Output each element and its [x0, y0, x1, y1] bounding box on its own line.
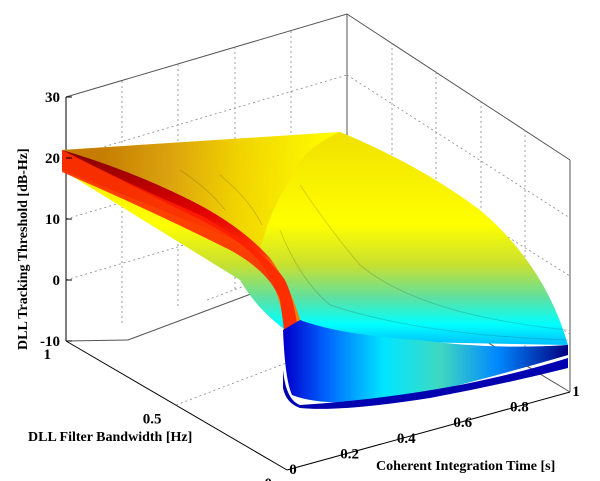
- x-tick-label: 0.6: [453, 415, 472, 431]
- y-tick-label: 0: [265, 476, 273, 481]
- z-tick-label: -10: [40, 334, 60, 350]
- y-axis-ticks: 00.51: [44, 347, 273, 481]
- y-axis-label: DLL Filter Bandwidth [Hz]: [28, 430, 192, 445]
- z-tick-label: 30: [45, 90, 60, 106]
- surface-edge-face: [62, 150, 300, 380]
- surface: [62, 132, 569, 409]
- z-tick-label: 20: [45, 151, 60, 167]
- y-tick-label: 0.5: [143, 412, 162, 428]
- surface-upper-band: [62, 132, 340, 250]
- z-axis-label: DLL Tracking Threshold [dB-Hz]: [16, 148, 31, 350]
- z-axis-ticks: -10 0 10 20 30: [40, 90, 72, 350]
- x-tick-label: 0.2: [340, 446, 359, 462]
- x-tick-label: 1: [572, 384, 580, 400]
- x-axis-label: Coherent Integration Time [s]: [376, 459, 555, 474]
- y-tick-label: 1: [44, 347, 52, 363]
- z-tick-label: 0: [53, 273, 61, 289]
- x-axis-ticks: 0 0.2 0.4 0.6 0.8 1: [289, 384, 580, 478]
- x-tick-label: 0: [289, 462, 297, 478]
- surface-front-sheet: [283, 320, 568, 403]
- z-tick-label: 10: [45, 212, 60, 228]
- x-tick-label: 0.8: [510, 400, 529, 416]
- x-tick-label: 0.4: [397, 431, 416, 447]
